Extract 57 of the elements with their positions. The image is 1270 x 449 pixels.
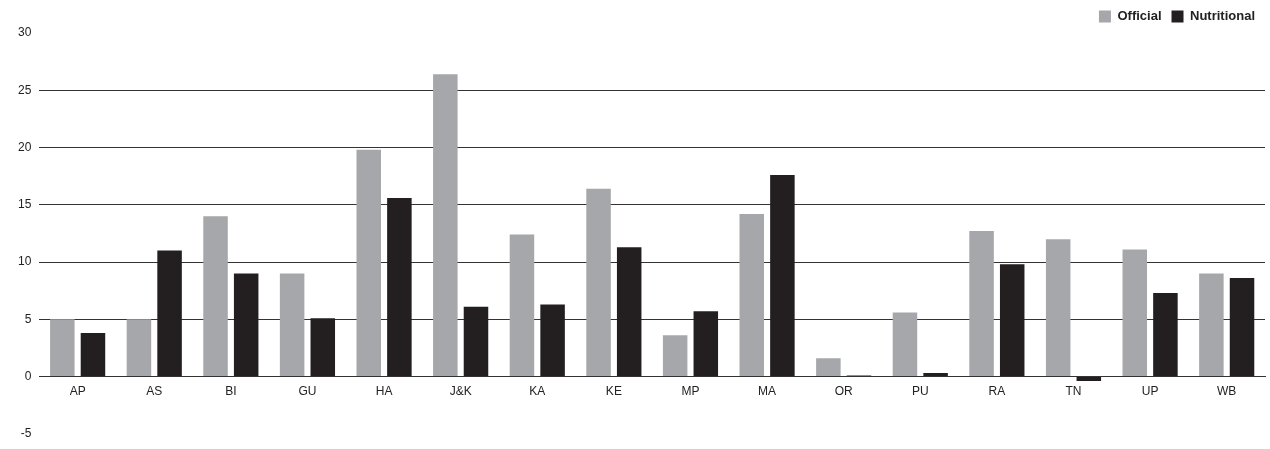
bar: [80, 333, 106, 377]
bar: [463, 306, 489, 377]
x-tick-label: KA: [529, 384, 546, 399]
x-tick-label: AS: [146, 384, 163, 399]
x-tick-label: PU: [911, 384, 929, 399]
bar: [586, 188, 611, 377]
x-tick-label: OR: [834, 384, 854, 399]
y-tick-label: 20: [17, 139, 32, 154]
y-tick-label: 0: [24, 368, 32, 383]
x-tick-label: J&K: [449, 384, 472, 399]
x-tick-label: MP: [681, 384, 700, 399]
x-tick-label: BI: [225, 384, 237, 399]
y-tick-label: -5: [20, 426, 32, 441]
x-tick-label: KE: [605, 384, 622, 399]
x-tick-label: UP: [1141, 384, 1159, 399]
y-tick-label: 30: [17, 25, 32, 40]
bar: [387, 197, 412, 377]
bar: [816, 358, 841, 377]
bar: [1153, 292, 1178, 377]
x-tick-label: RA: [988, 384, 1006, 399]
y-tick-label: 15: [17, 197, 32, 212]
x-tick-label: AP: [69, 384, 86, 399]
x-tick-label: GU: [298, 384, 317, 399]
bar: [1076, 377, 1102, 382]
bar: [770, 175, 795, 377]
x-tick-label: TN: [1065, 384, 1082, 399]
bar: [1229, 278, 1255, 377]
bar: [892, 312, 918, 377]
bar: [157, 250, 182, 377]
x-tick-label: MA: [758, 384, 777, 399]
bar: [233, 273, 259, 377]
x-tick-label: WB: [1217, 384, 1237, 399]
bar: [279, 273, 305, 377]
bar: [540, 304, 565, 377]
bar: [1199, 273, 1224, 377]
bar: [693, 311, 719, 377]
x-tick-label: HA: [375, 384, 393, 399]
bar: [1122, 249, 1148, 377]
bar: [509, 234, 535, 377]
bar: [616, 247, 642, 377]
bar: [126, 319, 152, 377]
bar: [999, 264, 1025, 377]
bar: [662, 335, 688, 377]
bar: [310, 318, 336, 377]
bar: [1045, 239, 1071, 377]
legend-label: Nutritional: [1190, 8, 1256, 24]
legend-label: Official: [1117, 8, 1162, 24]
y-tick-label: 10: [17, 254, 32, 269]
bar: [50, 319, 75, 377]
bar: [923, 373, 948, 377]
bar: [203, 216, 228, 377]
bar: [433, 74, 458, 377]
y-tick-label: 5: [24, 311, 32, 326]
bar: [739, 213, 765, 377]
bar: [969, 231, 994, 377]
y-tick-label: 25: [17, 82, 32, 97]
bar: [356, 149, 381, 377]
